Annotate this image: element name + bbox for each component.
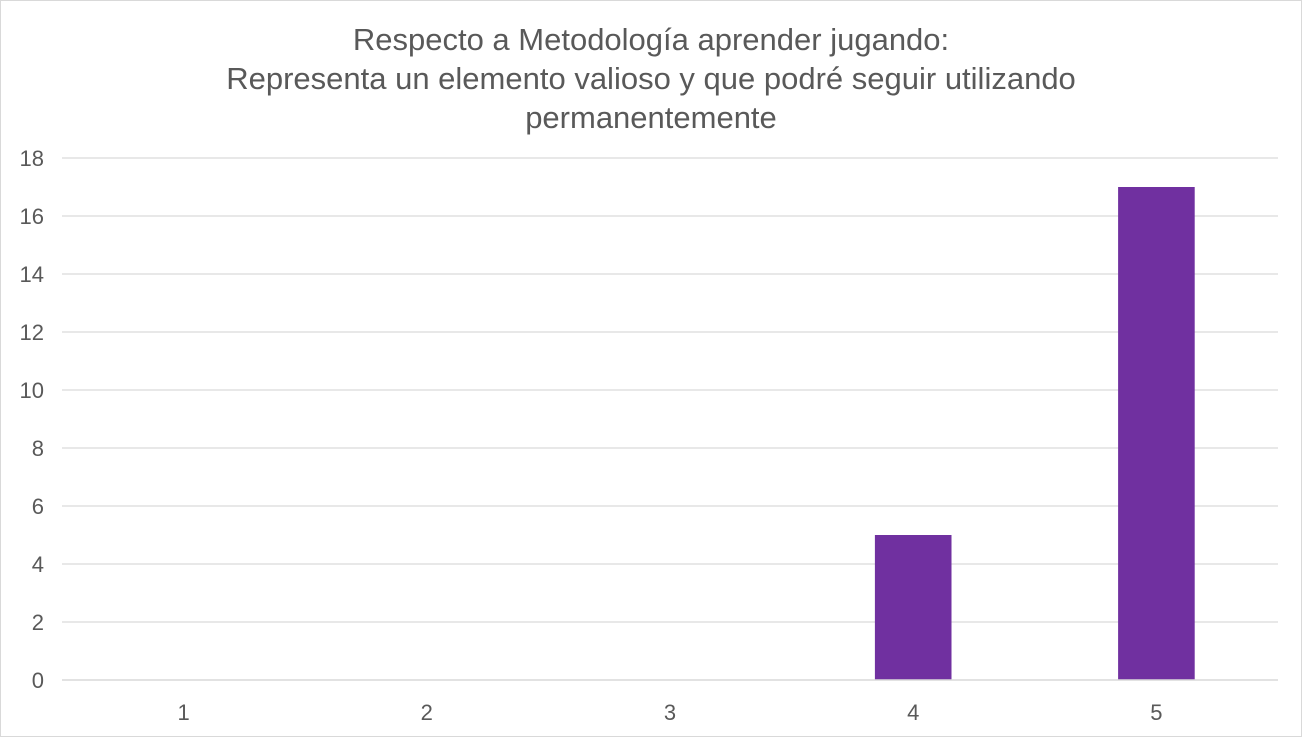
x-tick-label: 2 (421, 700, 433, 725)
y-tick-label: 10 (20, 378, 44, 403)
y-tick-label: 0 (32, 668, 44, 693)
x-tick-label: 4 (907, 700, 919, 725)
y-tick-label: 8 (32, 436, 44, 461)
chart-title-line-3: permanentemente (525, 100, 777, 135)
x-tick-label: 1 (177, 700, 189, 725)
chart-title: Respecto a Metodología aprender jugando:… (0, 20, 1302, 137)
x-tick-label: 3 (664, 700, 676, 725)
y-tick-label: 12 (20, 320, 44, 345)
y-tick-label: 2 (32, 610, 44, 635)
y-tick-label: 16 (20, 204, 44, 229)
y-tick-label: 4 (32, 552, 44, 577)
bar-4 (874, 535, 952, 680)
y-tick-label: 18 (20, 146, 44, 171)
y-tick-label: 6 (32, 494, 44, 519)
x-tick-label: 5 (1150, 700, 1162, 725)
chart-title-line-1: Respecto a Metodología aprender jugando: (352, 22, 950, 57)
bar-5 (1118, 187, 1195, 680)
chart-title-line-2: Representa un elemento valioso y que pod… (226, 61, 1076, 96)
y-tick-label: 14 (20, 262, 44, 287)
